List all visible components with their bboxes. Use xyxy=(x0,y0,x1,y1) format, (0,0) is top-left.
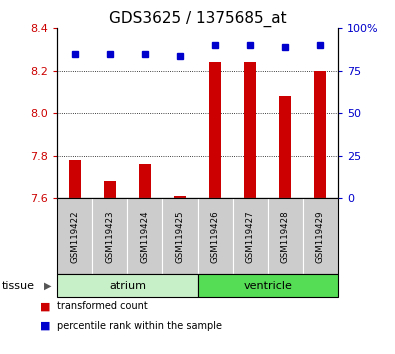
Text: GSM119423: GSM119423 xyxy=(105,210,115,263)
Text: GSM119426: GSM119426 xyxy=(211,210,220,263)
Text: GSM119422: GSM119422 xyxy=(70,210,79,263)
Bar xyxy=(174,196,186,198)
Bar xyxy=(104,181,116,198)
Bar xyxy=(69,160,81,198)
Text: tissue: tissue xyxy=(2,281,35,291)
Text: GSM119428: GSM119428 xyxy=(280,210,290,263)
Bar xyxy=(139,164,151,198)
Text: GSM119427: GSM119427 xyxy=(246,210,255,263)
Text: ■: ■ xyxy=(40,321,51,331)
Text: ventricle: ventricle xyxy=(243,281,292,291)
Text: ■: ■ xyxy=(40,301,51,311)
Text: transformed count: transformed count xyxy=(57,301,148,311)
Bar xyxy=(314,71,326,198)
Text: ▶: ▶ xyxy=(44,281,51,291)
Title: GDS3625 / 1375685_at: GDS3625 / 1375685_at xyxy=(109,11,286,27)
Bar xyxy=(209,62,221,198)
Text: GSM119424: GSM119424 xyxy=(140,210,149,263)
Text: atrium: atrium xyxy=(109,281,146,291)
Text: percentile rank within the sample: percentile rank within the sample xyxy=(57,321,222,331)
Text: GSM119425: GSM119425 xyxy=(175,210,184,263)
Text: GSM119429: GSM119429 xyxy=(316,210,325,263)
Bar xyxy=(244,62,256,198)
Bar xyxy=(279,96,291,198)
